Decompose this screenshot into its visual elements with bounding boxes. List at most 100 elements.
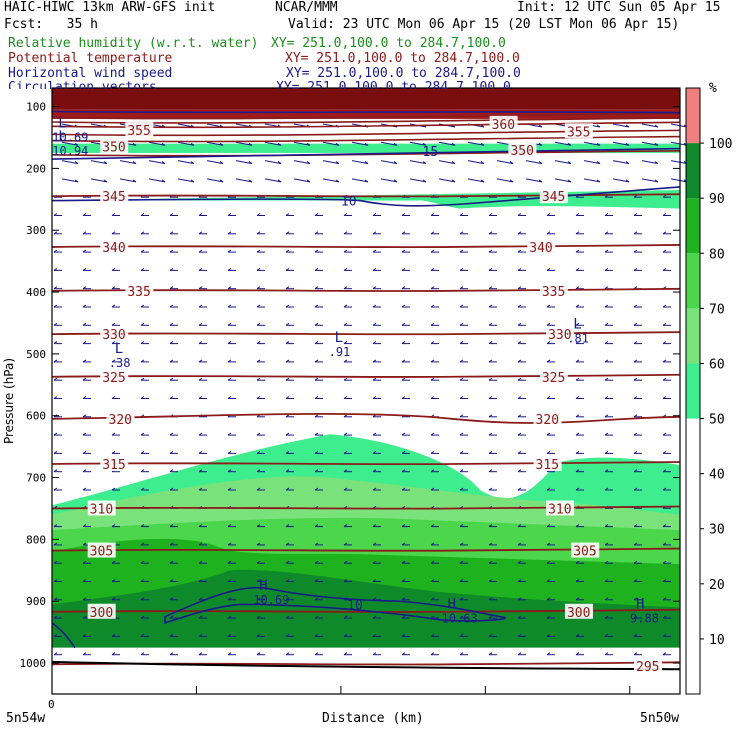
wind-vector-head [364, 161, 369, 165]
wind-vector-head [169, 249, 174, 253]
wind-vector-head [459, 213, 464, 216]
wind-vector-head [430, 341, 435, 345]
wind-vector-head [227, 377, 232, 381]
wind-vector-head [198, 560, 203, 564]
wind-vector-head [488, 286, 493, 290]
wind-vector-head [111, 213, 116, 216]
wind-vector-head [364, 179, 369, 183]
wind-vector-head [596, 142, 601, 146]
wind-vector-head [654, 124, 659, 128]
wind-vector-head [314, 633, 319, 637]
wind-vector [380, 141, 398, 146]
x-right-label: 5n50w [640, 711, 680, 726]
wind-speed-label: 10 [347, 598, 363, 613]
wind-vector-head [401, 377, 406, 381]
wind-vector-head [219, 161, 224, 165]
theta-label: 340 [102, 241, 125, 256]
wind-vector-head [372, 341, 377, 345]
wind-vector [641, 178, 659, 183]
wind-vector-head [575, 286, 580, 290]
wind-vector [264, 141, 282, 146]
field-circ-xy: XY= 251.0,100.0 to 284.7,100.0 [276, 81, 511, 89]
wind-vector-head [372, 560, 377, 564]
wind-vector-head [140, 652, 145, 656]
wind-vector-head [401, 450, 406, 454]
wind-vector-head [140, 542, 145, 546]
rh-top-band [52, 88, 680, 110]
wind-vector-head [517, 322, 522, 326]
theta-label: 310 [548, 502, 571, 517]
wind-vector-head [662, 213, 667, 216]
wind-vector-head [546, 396, 551, 399]
wind-vector-head [372, 286, 377, 290]
wind-vector-head [546, 231, 551, 235]
wind-vector [380, 160, 398, 165]
wind-vector-head [546, 524, 551, 528]
wind-vector-head [372, 322, 377, 326]
y-tick-label: 400 [26, 286, 46, 299]
wind-vector-head [314, 542, 319, 546]
wind-vector-head [372, 267, 377, 271]
wind-vector-head [82, 432, 87, 436]
wind-vector-head [430, 633, 435, 637]
wind-vector-head [314, 213, 319, 216]
wind-vector-head [488, 249, 493, 253]
wind-vector-head [488, 487, 493, 491]
wind-vector-head [343, 286, 348, 290]
wind-vector [641, 160, 659, 165]
wind-vector-head [74, 161, 79, 165]
wind-vector-head [256, 359, 261, 363]
wind-vector [612, 141, 630, 146]
wind-vector-head [82, 542, 87, 546]
wind-vector [612, 123, 630, 128]
wind-vector-head [285, 341, 290, 345]
wind-vector-head [430, 377, 435, 381]
theta-label: 300 [567, 606, 590, 621]
ground-line [51, 660, 681, 671]
wind-vector [148, 178, 166, 183]
theta-label: 335 [542, 285, 565, 300]
colorbar-band [686, 363, 700, 419]
wind-vector-head [633, 267, 638, 271]
wind-vector-head [169, 304, 174, 308]
wind-vector-head [256, 322, 261, 326]
wind-vector-head [546, 487, 551, 491]
wind-vector-head [82, 414, 87, 418]
wind-vector [351, 178, 369, 183]
theta-contour-325 [51, 373, 681, 378]
wind-vector-head [227, 267, 232, 271]
wind-vector-head [111, 359, 116, 363]
wind-vector-head [227, 341, 232, 345]
wind-vector-head [140, 341, 145, 345]
wind-vector-head [459, 414, 464, 418]
wind-vector-head [401, 213, 406, 216]
wind-vector-head [314, 322, 319, 326]
wind-vector-head [335, 179, 340, 183]
wind-vector-head [430, 469, 435, 473]
wind-contour-left [51, 622, 76, 649]
field-rh-name: Relative humidity (w.r.t. water) [8, 36, 259, 51]
wind-vector-head [401, 615, 406, 619]
wind-vector-head [82, 652, 87, 656]
wind-vector-head [198, 377, 203, 381]
wind-vector-head [633, 524, 638, 528]
wind-vector-head [53, 524, 58, 528]
wind-vector-head [227, 615, 232, 619]
wind-vector [670, 178, 688, 183]
wind-vector-head [256, 487, 261, 491]
wind-vector-head [169, 213, 174, 216]
wind-vector [467, 178, 485, 183]
colorbar-tick-label: 40 [709, 468, 725, 483]
wind-vector-head [53, 396, 58, 399]
wind-vector-head [140, 560, 145, 564]
extremum-value: 10.94 [52, 144, 88, 158]
wind-vector-head [227, 487, 232, 491]
wind-vector-head [517, 487, 522, 491]
wind-vector-head [662, 469, 667, 473]
wind-vector-head [314, 377, 319, 381]
wind-vector-head [169, 267, 174, 271]
wind-vector-head [227, 633, 232, 637]
wind-speed-label: 10 [341, 195, 357, 210]
extremum-marker: L [335, 330, 343, 346]
wind-vector-head [372, 524, 377, 528]
